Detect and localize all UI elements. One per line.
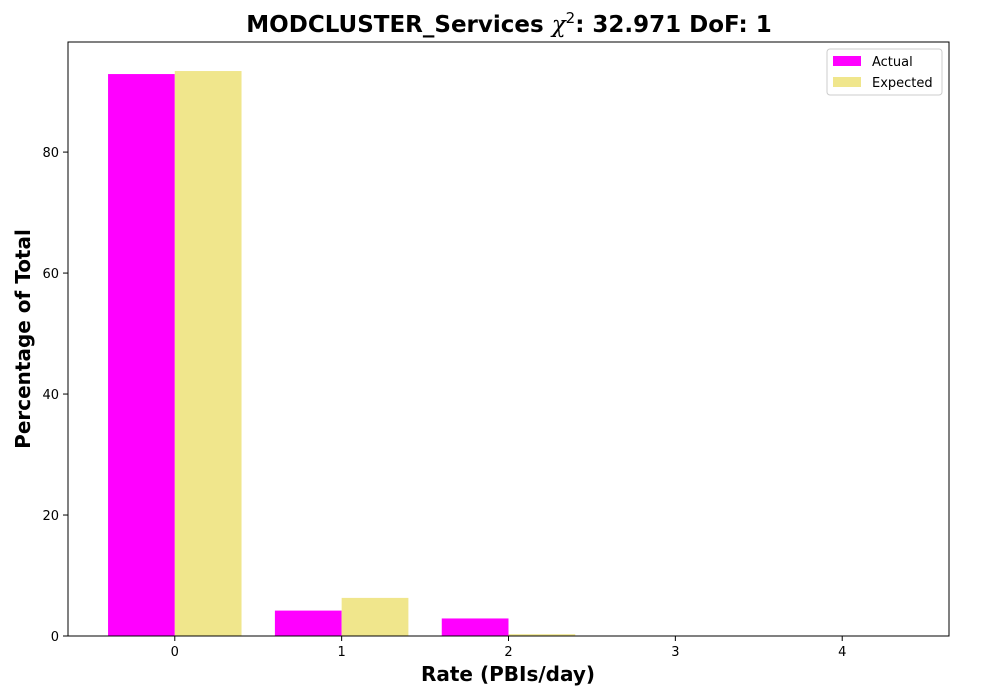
chart-title: MODCLUSTER_Services χ2: 32.971 DoF: 1 [246, 9, 771, 38]
bar-expected-1 [341, 597, 409, 636]
bar-expected-2 [508, 634, 576, 636]
y-tick-label: 20 [42, 509, 59, 524]
chart-title-prefix: MODCLUSTER_Services [246, 12, 551, 38]
x-tick-label: 3 [671, 645, 679, 660]
bar-expected-0 [174, 71, 242, 637]
legend: Actual Expected [826, 48, 943, 96]
x-axis-label: Rate (PBIs/day) [421, 662, 595, 686]
legend-swatch-actual [833, 56, 861, 66]
chart-title-symbol: χ [550, 12, 568, 38]
bar-actual-2 [441, 618, 509, 636]
bars-layer [108, 71, 576, 637]
chart-title-superscript: 2 [566, 9, 576, 27]
y-axis-label: Percentage of Total [11, 229, 35, 449]
bar-actual-0 [108, 74, 175, 636]
x-tick-label: 0 [171, 645, 179, 660]
plot-frame [67, 41, 950, 637]
x-tick-label: 4 [838, 645, 846, 660]
legend-label-expected: Expected [872, 76, 933, 91]
y-tick-label: 60 [42, 267, 59, 282]
y-tick-label: 0 [51, 630, 59, 645]
bar-actual-1 [274, 610, 342, 636]
y-tick-label: 40 [42, 388, 59, 403]
legend-swatch-expected [833, 77, 861, 87]
legend-label-actual: Actual [872, 55, 913, 70]
x-tick-label: 2 [504, 645, 512, 660]
chart-title-suffix: : 32.971 DoF: 1 [575, 12, 772, 38]
x-tick-label: 1 [338, 645, 346, 660]
y-tick-label: 80 [42, 146, 59, 161]
